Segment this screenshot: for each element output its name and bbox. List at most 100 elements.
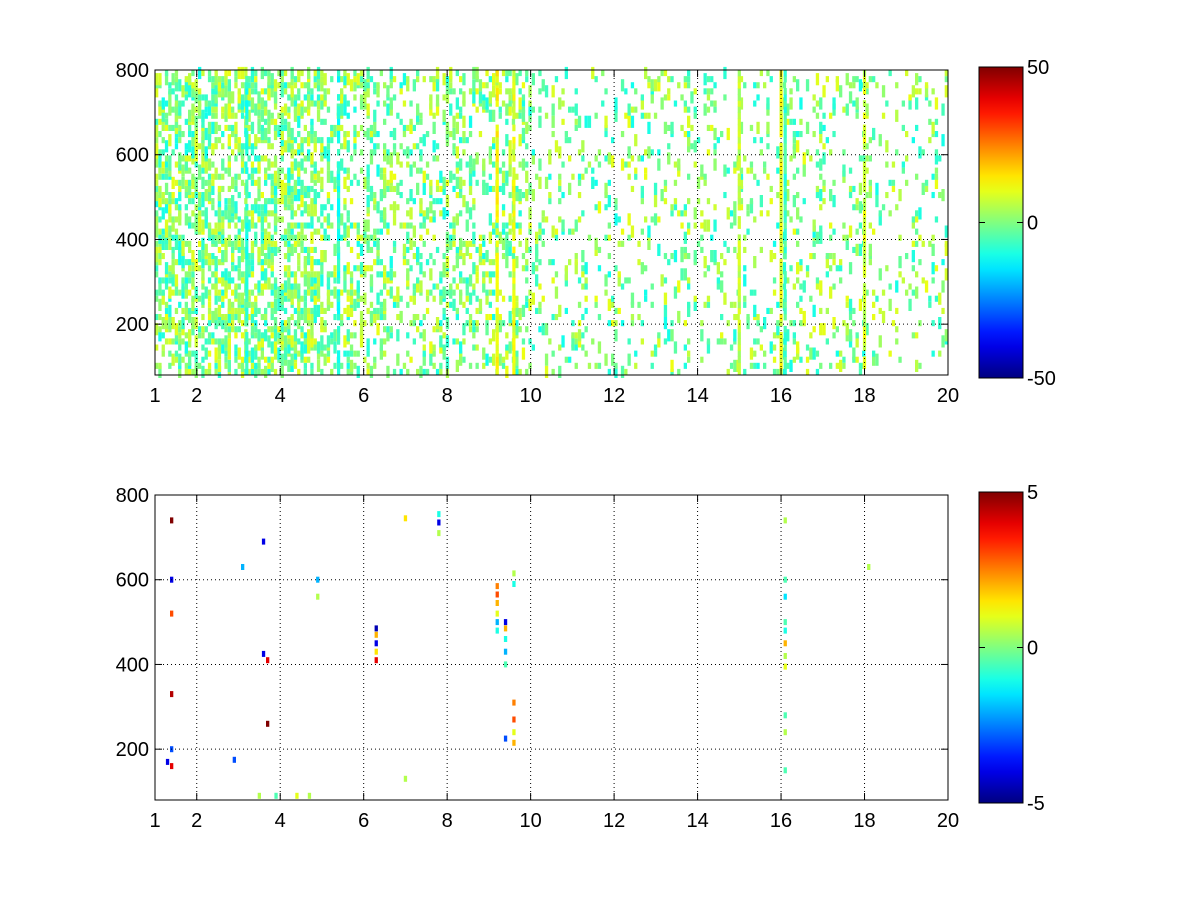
heatmap-cell	[257, 137, 261, 144]
heatmap-cell	[541, 295, 545, 302]
heatmap-cell	[690, 143, 694, 150]
heatmap-cell	[508, 70, 512, 77]
heatmap-cell	[432, 112, 436, 119]
heatmap-cell	[630, 320, 635, 327]
heatmap-column-cell	[783, 228, 787, 235]
heatmap-column-cell	[245, 130, 249, 138]
heatmap-cell	[683, 253, 687, 260]
heatmap-cell	[445, 210, 450, 217]
heatmap-cell	[234, 295, 238, 302]
heatmap-cell	[353, 137, 357, 144]
heatmap-cell	[184, 76, 188, 83]
heatmap-cell	[425, 228, 430, 235]
heatmap-cell	[171, 259, 175, 266]
heatmap-cell	[792, 131, 796, 138]
heatmap-cell	[419, 320, 423, 327]
heatmap-cell	[221, 106, 225, 113]
heatmap-cell	[356, 301, 360, 308]
heatmap-cell	[455, 307, 459, 314]
heatmap-cell	[505, 256, 509, 269]
heatmap-cell	[885, 140, 889, 153]
heatmap-cell	[852, 204, 856, 211]
heatmap-column-cell	[337, 356, 341, 363]
heatmap-cell	[667, 88, 671, 95]
heatmap-cell	[772, 344, 777, 351]
heatmap-cell	[416, 280, 420, 293]
heatmap-cell	[257, 356, 261, 363]
heatmap-cell	[462, 131, 466, 138]
heatmap-cell	[211, 228, 215, 235]
heatmap-cell	[237, 216, 241, 223]
heatmap-cell	[383, 350, 387, 357]
heatmap-cell	[657, 158, 661, 171]
heatmap-cell	[356, 228, 360, 235]
heatmap-cell	[915, 173, 919, 180]
heatmap-cell	[475, 295, 479, 302]
heatmap-cell	[449, 222, 453, 229]
heatmap-cell	[267, 70, 271, 77]
heatmap-cell	[254, 134, 258, 147]
heatmap-cell	[521, 109, 526, 122]
heatmap-cell	[918, 320, 922, 327]
heatmap-cell	[313, 161, 317, 168]
heatmap-cell	[287, 295, 291, 302]
heatmap-column-cell	[337, 136, 341, 144]
heatmap-cell	[280, 198, 284, 205]
heatmap-cell	[584, 283, 588, 290]
heatmap-cell	[501, 149, 506, 156]
heatmap-cell	[865, 192, 869, 199]
heatmap-cell	[214, 70, 218, 77]
heatmap-column-cell	[779, 277, 783, 284]
heatmap-cell	[250, 222, 255, 229]
heatmap-column-cell	[862, 124, 867, 132]
heatmap-cell	[307, 66, 311, 80]
heatmap-cell	[911, 137, 915, 144]
heatmap-cell	[310, 170, 314, 183]
heatmap-cell	[739, 97, 744, 110]
heatmap-cell	[475, 179, 479, 186]
heatmap-cell	[201, 219, 205, 232]
heatmap-cell	[320, 307, 324, 314]
heatmap-cell	[492, 259, 496, 266]
heatmap-cell	[247, 94, 251, 101]
heatmap-cell	[293, 182, 298, 195]
heatmap-cell	[584, 277, 588, 284]
heatmap-cell	[234, 143, 238, 150]
heatmap-cell	[700, 210, 704, 217]
heatmap-cell	[554, 314, 559, 321]
heatmap-cell	[369, 246, 374, 253]
heatmap-cell	[359, 295, 364, 302]
heatmap-cell	[465, 320, 469, 327]
heatmap-cell	[412, 225, 416, 238]
heatmap-cell	[512, 716, 516, 723]
heatmap-cell	[297, 103, 301, 116]
heatmap-cell	[568, 155, 572, 162]
heatmap-cell	[938, 155, 942, 162]
heatmap-cell	[492, 161, 496, 168]
heatmap-cell	[452, 338, 456, 345]
heatmap-cell	[915, 271, 919, 278]
heatmap-cell	[442, 344, 446, 351]
heatmap-cell	[921, 149, 925, 156]
heatmap-cell	[772, 253, 777, 260]
heatmap-cell	[452, 240, 456, 247]
heatmap-cell	[171, 219, 175, 232]
heatmap-column-cell	[783, 161, 787, 168]
heatmap-cell	[353, 289, 357, 296]
heatmap-cell	[320, 274, 324, 287]
heatmap-cell	[283, 265, 288, 272]
heatmap-cell	[181, 317, 185, 330]
heatmap-cell	[687, 253, 691, 260]
heatmap-cell	[356, 222, 360, 229]
heatmap-cell	[568, 356, 572, 363]
heatmap-cell	[214, 362, 218, 369]
heatmap-column-cell	[245, 216, 249, 223]
heatmap-cell	[498, 106, 502, 113]
heatmap-cell	[462, 356, 466, 363]
heatmap-cell	[290, 198, 294, 205]
heatmap-column-cell	[862, 222, 867, 229]
heatmap-cell	[921, 277, 925, 284]
heatmap-cell	[346, 356, 350, 363]
heatmap-cell	[369, 274, 374, 287]
heatmap-cell	[184, 213, 188, 226]
